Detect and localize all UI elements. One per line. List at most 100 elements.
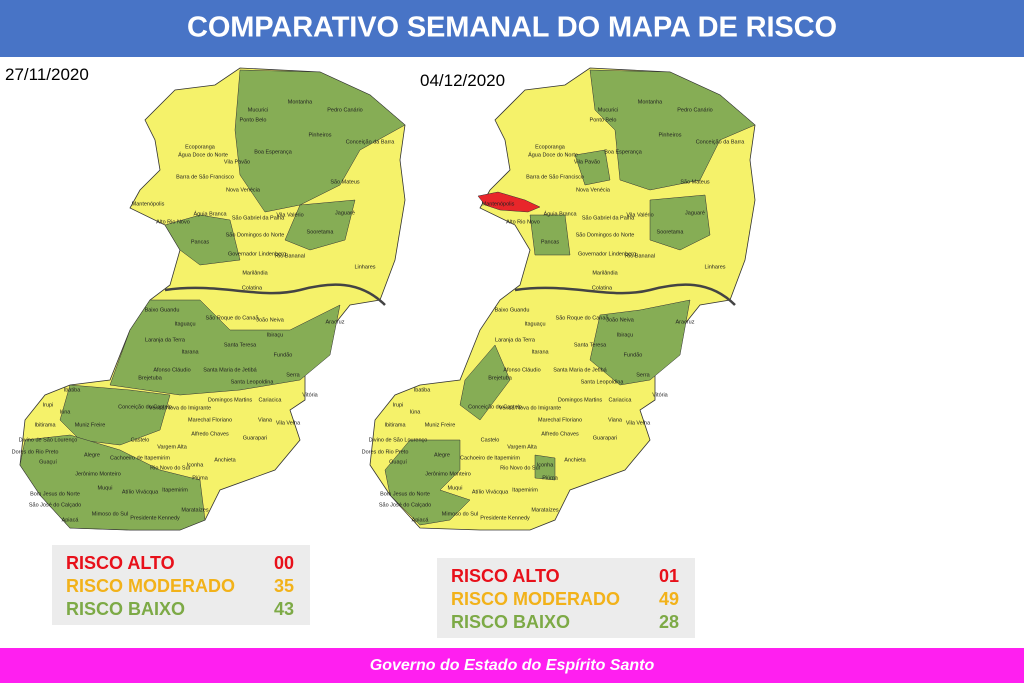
municipality-label: Marataízes bbox=[181, 507, 208, 513]
municipality-label: Vila Valério bbox=[276, 212, 303, 218]
municipality-label: Santa Teresa bbox=[224, 342, 257, 348]
municipality-label: Vila Pavão bbox=[574, 159, 600, 165]
municipality-label: Jerônimo Monteiro bbox=[425, 471, 471, 477]
municipality-label: Laranja da Terra bbox=[495, 337, 536, 343]
municipality-label: Marechal Floriano bbox=[188, 417, 232, 423]
municipality-label: São José do Calçado bbox=[29, 502, 81, 508]
municipality-label: Domingos Martins bbox=[208, 397, 253, 403]
footer-text: Governo do Estado do Espírito Santo bbox=[370, 657, 655, 674]
legend-count: 35 bbox=[274, 576, 294, 596]
municipality-label: Alfredo Chaves bbox=[541, 431, 579, 437]
municipality-label: Ibatiba bbox=[64, 387, 81, 393]
legend-count: 00 bbox=[274, 553, 294, 573]
municipality-label: Pancas bbox=[191, 239, 210, 245]
municipality-label: Itarana bbox=[531, 349, 549, 355]
municipality-label: Águia Branca bbox=[193, 210, 227, 217]
municipality-label: Marataízes bbox=[531, 507, 558, 513]
legend-label: RISCO BAIXO bbox=[451, 612, 570, 632]
municipality-label: Viana bbox=[258, 417, 273, 423]
municipality-label: Pancas bbox=[541, 239, 560, 245]
municipality-label: Jerônimo Monteiro bbox=[75, 471, 121, 477]
municipality-label: Iconha bbox=[187, 462, 204, 468]
municipality-label: Presidente Kennedy bbox=[130, 515, 180, 521]
municipality-label: Ibitirama bbox=[384, 422, 406, 428]
municipality-label: Montanha bbox=[638, 99, 663, 105]
municipality-label: Vitória bbox=[302, 392, 318, 398]
municipality-label: Vila Pavão bbox=[224, 159, 250, 165]
municipality-label: Alto Rio Novo bbox=[506, 219, 540, 225]
municipality-label: Rio Bananal bbox=[275, 253, 305, 259]
municipality-label: Jaguaré bbox=[685, 210, 705, 216]
legend-label: RISCO MODERADO bbox=[451, 589, 620, 609]
municipality-label: Cariacica bbox=[259, 397, 283, 403]
municipality-label: Águia Branca bbox=[543, 210, 577, 217]
municipality-label: Governador Lindenberg bbox=[228, 251, 286, 257]
municipality-label: Apiacá bbox=[412, 517, 430, 523]
municipality-label: Dores do Rio Preto bbox=[362, 449, 409, 455]
municipality-label: Vargem Alta bbox=[157, 444, 187, 450]
municipality-label: Guarapari bbox=[593, 435, 617, 441]
municipality-label: Presidente Kennedy bbox=[480, 515, 530, 521]
municipality-label: Santa Leopoldina bbox=[581, 379, 625, 385]
municipality-label: Alfredo Chaves bbox=[191, 431, 229, 437]
municipality-label: São Mateus bbox=[680, 179, 710, 185]
footer-bar bbox=[0, 648, 1024, 683]
municipality-label: Baixo Guandu bbox=[145, 307, 180, 313]
header-bar bbox=[0, 0, 1024, 57]
municipality-label: Ibiraçu bbox=[267, 332, 284, 338]
municipality-label: Vila Valério bbox=[626, 212, 653, 218]
municipality-label: Fundão bbox=[624, 352, 643, 358]
municipality-label: Vargem Alta bbox=[507, 444, 537, 450]
municipality-label: Ponto Belo bbox=[240, 117, 267, 123]
municipality-label: Vila Velha bbox=[276, 420, 301, 426]
municipality-label: Itarana bbox=[181, 349, 199, 355]
municipality-label: Afonso Cláudio bbox=[503, 367, 540, 373]
municipality-label: Linhares bbox=[704, 264, 725, 270]
municipality-label: Boa Esperança bbox=[604, 149, 643, 155]
municipality-label: Rio Bananal bbox=[625, 253, 655, 259]
municipality-label: Ibitirama bbox=[34, 422, 56, 428]
municipality-label: Irupi bbox=[43, 402, 54, 408]
municipality-label: Itaguaçu bbox=[174, 321, 195, 327]
municipality-label: Guaçuí bbox=[389, 459, 407, 465]
municipality-label: Mimoso do Sul bbox=[442, 511, 478, 517]
municipality-label: Sooretama bbox=[657, 229, 685, 235]
municipality-label: Baixo Guandu bbox=[495, 307, 530, 313]
municipality-label: Conceição da Barra bbox=[346, 139, 396, 145]
map-right bbox=[369, 67, 756, 531]
municipality-label: São Roque do Canaã bbox=[556, 315, 610, 321]
municipality-label: Mucurici bbox=[248, 107, 268, 113]
municipality-label: João Neiva bbox=[606, 317, 634, 323]
municipality-label: Apiacá bbox=[62, 517, 80, 523]
municipality-label: Serra bbox=[636, 372, 650, 378]
legend-box bbox=[52, 545, 310, 625]
municipality-label: Ecoporanga bbox=[185, 144, 216, 150]
municipality-label: Pedro Canário bbox=[677, 107, 712, 113]
municipality-label: Pinheiros bbox=[309, 132, 332, 138]
municipality-label: Serra bbox=[286, 372, 300, 378]
municipality-label: Venda Nova do Imigrante bbox=[149, 405, 211, 411]
municipality-label: Mantenópolis bbox=[482, 201, 515, 207]
municipality-label: Montanha bbox=[288, 99, 313, 105]
municipality-label: Marilândia bbox=[242, 270, 268, 276]
municipality-label: Barra de São Francisco bbox=[176, 174, 234, 180]
municipality-label: Bom Jesus do Norte bbox=[30, 491, 80, 497]
municipality-label: Ibatiba bbox=[414, 387, 431, 393]
legend-label: RISCO MODERADO bbox=[66, 576, 235, 596]
municipality-label: Irupi bbox=[393, 402, 404, 408]
municipality-label: Laranja da Terra bbox=[145, 337, 186, 343]
municipality-label: Colatina bbox=[592, 285, 613, 291]
municipality-label: Conceição do Castelo bbox=[118, 404, 172, 410]
municipality-label: São Domingos do Norte bbox=[576, 232, 635, 238]
municipality-label: Bom Jesus do Norte bbox=[380, 491, 430, 497]
legend-count: 49 bbox=[659, 589, 679, 609]
municipality-label: Alegre bbox=[84, 452, 100, 458]
municipality-label: São Roque do Canaã bbox=[206, 315, 260, 321]
municipality-label: Atílio Vivácqua bbox=[472, 489, 509, 495]
legend-label: RISCO ALTO bbox=[66, 553, 175, 573]
municipality-label: Aracruz bbox=[676, 319, 695, 325]
municipality-label: João Neiva bbox=[256, 317, 284, 323]
municipality-label: Cariacica bbox=[609, 397, 633, 403]
municipality-label: São Gabriel da Palha bbox=[582, 215, 635, 221]
